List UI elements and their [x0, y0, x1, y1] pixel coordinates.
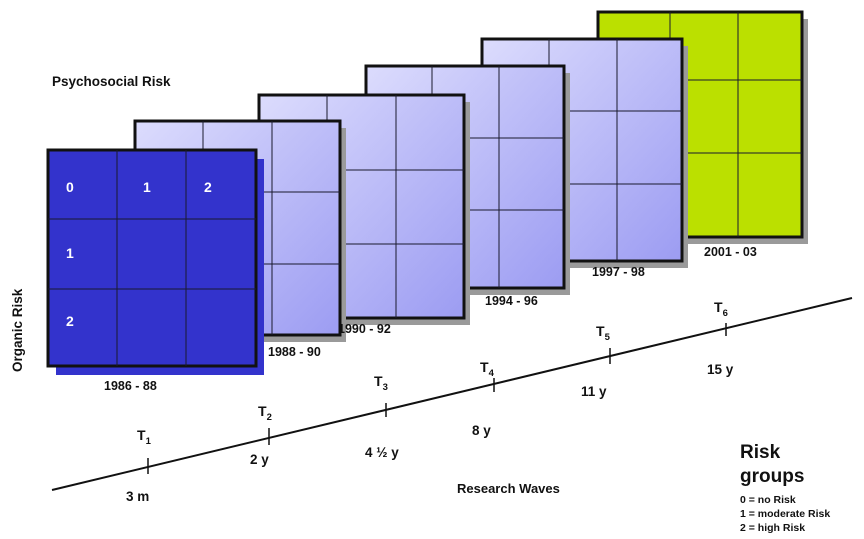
- research-waves-label: Research Waves: [457, 481, 560, 496]
- grid-col-2-label: 2: [204, 179, 212, 195]
- wave-period-5: 1997 - 98: [592, 265, 645, 279]
- wave-period-2: 1988 - 90: [268, 345, 321, 359]
- timeline-axis: [51, 297, 853, 491]
- time-point-t4: T4: [480, 359, 495, 379]
- age-label-2: 2 y: [250, 452, 269, 467]
- psychosocial-risk-label: Psychosocial Risk: [52, 74, 171, 89]
- legend-item-no-risk: 0 = no Risk: [740, 494, 796, 506]
- legend-item-high-risk: 2 = high Risk: [740, 522, 805, 534]
- grid-col-1-label: 1: [143, 179, 151, 195]
- age-label-4: 8 y: [472, 423, 491, 438]
- grid-row-2-label: 2: [66, 313, 74, 329]
- wave-period-4: 1994 - 96: [485, 294, 538, 308]
- time-point-t1: T1: [137, 427, 152, 447]
- grid-col-0-label: 0: [66, 179, 74, 195]
- age-label-6: 15 y: [707, 362, 734, 377]
- legend-item-moderate-risk: 1 = moderate Risk: [740, 508, 830, 520]
- grid-row-1-label: 1: [66, 245, 74, 261]
- age-label-1: 3 m: [126, 489, 149, 504]
- time-point-t2: T2: [258, 403, 272, 423]
- timeline-ticks: [147, 323, 727, 474]
- organic-risk-label: Organic Risk: [10, 288, 25, 372]
- legend-title-line-1: Risk: [740, 442, 781, 463]
- wave-period-3: 1990 - 92: [338, 322, 391, 336]
- risk-groups-legend: Risk groups 0 = no Risk 1 = moderate Ris…: [740, 442, 830, 534]
- age-label-3: 4 ½ y: [365, 445, 399, 460]
- age-label-5: 11 y: [581, 384, 607, 399]
- time-point-t3: T3: [374, 373, 388, 393]
- wave-card-1: 0 1 2 1 2: [46, 148, 264, 375]
- wave-period-6: 2001 - 03: [704, 245, 757, 259]
- time-point-t5: T5: [596, 323, 611, 343]
- time-point-t6: T6: [714, 299, 728, 319]
- legend-title-line-2: groups: [740, 466, 804, 487]
- wave-period-1: 1986 - 88: [104, 379, 157, 393]
